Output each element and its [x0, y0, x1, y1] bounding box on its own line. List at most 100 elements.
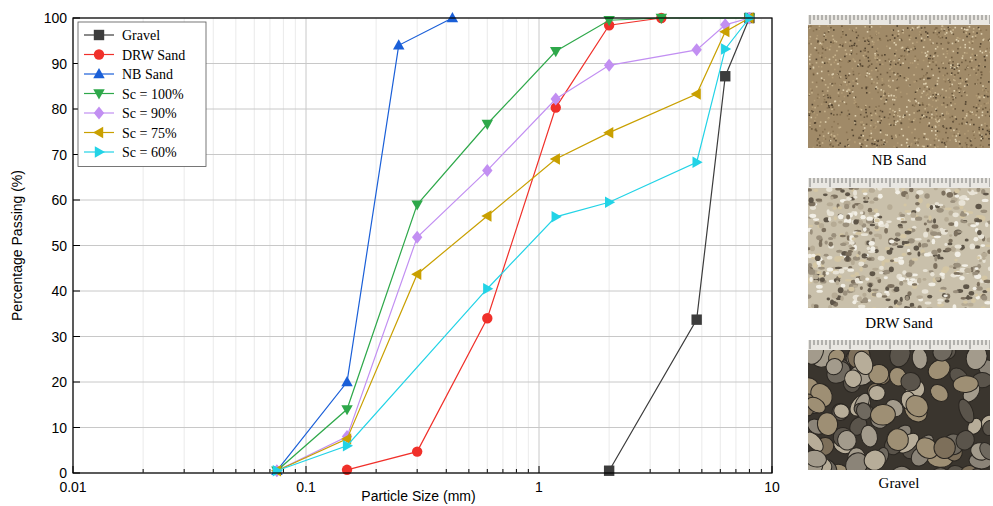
grain	[924, 39, 926, 41]
grain	[915, 99, 917, 101]
grain	[927, 51, 929, 53]
grain	[847, 139, 849, 141]
legend-label: Sc = 75%	[122, 126, 177, 141]
grain	[869, 26, 871, 28]
grain	[923, 133, 925, 135]
grain	[835, 140, 837, 142]
grain	[860, 146, 862, 148]
grain	[823, 101, 825, 103]
grain	[918, 138, 920, 140]
grain	[844, 56, 846, 58]
grain	[877, 55, 879, 57]
grain	[946, 113, 948, 115]
grain	[977, 104, 979, 106]
data-point	[273, 465, 283, 476]
legend: GravelDRW SandNB SandSc = 100%Sc = 90%Sc…	[78, 22, 206, 167]
grain	[929, 39, 931, 41]
grain	[931, 111, 933, 113]
grain	[909, 85, 911, 87]
grain	[913, 112, 915, 114]
grain	[874, 218, 880, 224]
grain	[932, 94, 934, 96]
grain	[979, 132, 981, 134]
grain	[972, 42, 974, 44]
grain	[874, 226, 879, 231]
grain	[845, 252, 851, 257]
grain	[906, 77, 908, 79]
grain	[867, 247, 871, 250]
grain	[872, 41, 874, 43]
x-tick-label: 0.1	[296, 479, 316, 495]
grain	[946, 50, 948, 52]
grain	[867, 258, 872, 261]
grain	[882, 111, 884, 113]
data-point	[691, 314, 701, 324]
grain	[818, 97, 820, 99]
grain	[866, 75, 868, 77]
grain	[867, 31, 869, 33]
grain	[978, 129, 980, 131]
data-point	[411, 268, 421, 279]
grain	[842, 33, 844, 35]
grain	[985, 134, 987, 136]
grain	[897, 245, 903, 248]
grain	[877, 88, 879, 90]
grain	[898, 226, 903, 228]
grain	[838, 89, 840, 91]
grain	[829, 148, 831, 149]
grain	[853, 97, 855, 99]
grain	[826, 47, 828, 49]
grain	[908, 35, 910, 37]
grain	[851, 47, 853, 49]
grain	[810, 206, 816, 210]
grain	[951, 93, 953, 95]
grain	[816, 38, 818, 40]
x-tick	[306, 466, 307, 473]
grain	[934, 96, 936, 98]
grain	[861, 109, 863, 111]
series-line	[277, 18, 750, 471]
grain	[869, 29, 871, 31]
grain	[914, 140, 916, 142]
grain	[944, 74, 946, 76]
grain	[935, 130, 937, 132]
grain	[853, 59, 855, 61]
grain	[878, 78, 880, 80]
grain	[874, 53, 876, 55]
grain	[901, 40, 903, 42]
grain	[861, 233, 868, 236]
grain	[852, 129, 854, 131]
grain	[952, 43, 954, 45]
grain	[841, 36, 843, 38]
grain	[945, 106, 947, 108]
grain	[908, 126, 910, 128]
grain	[821, 46, 823, 48]
grain	[872, 138, 874, 140]
grain	[825, 36, 827, 38]
grain	[931, 130, 933, 132]
grain	[944, 142, 946, 144]
grain	[969, 33, 971, 35]
grain	[817, 97, 819, 99]
ruler-tick	[838, 15, 839, 20]
grain	[940, 30, 942, 32]
grain	[872, 268, 878, 271]
grain	[968, 74, 970, 76]
grain	[813, 147, 815, 148]
grain	[917, 251, 920, 256]
grain	[981, 124, 983, 126]
grain	[951, 84, 953, 86]
ruler-tick	[826, 15, 827, 20]
grain	[828, 117, 830, 119]
grain	[945, 56, 947, 58]
ruler-tick	[834, 15, 835, 20]
grain	[944, 144, 946, 146]
grain	[887, 204, 892, 210]
grain	[819, 223, 824, 229]
ruler-tick	[922, 15, 923, 20]
grain	[865, 38, 867, 40]
grain	[827, 202, 833, 206]
grain	[865, 76, 867, 78]
grain	[987, 96, 989, 98]
grain	[941, 95, 943, 97]
